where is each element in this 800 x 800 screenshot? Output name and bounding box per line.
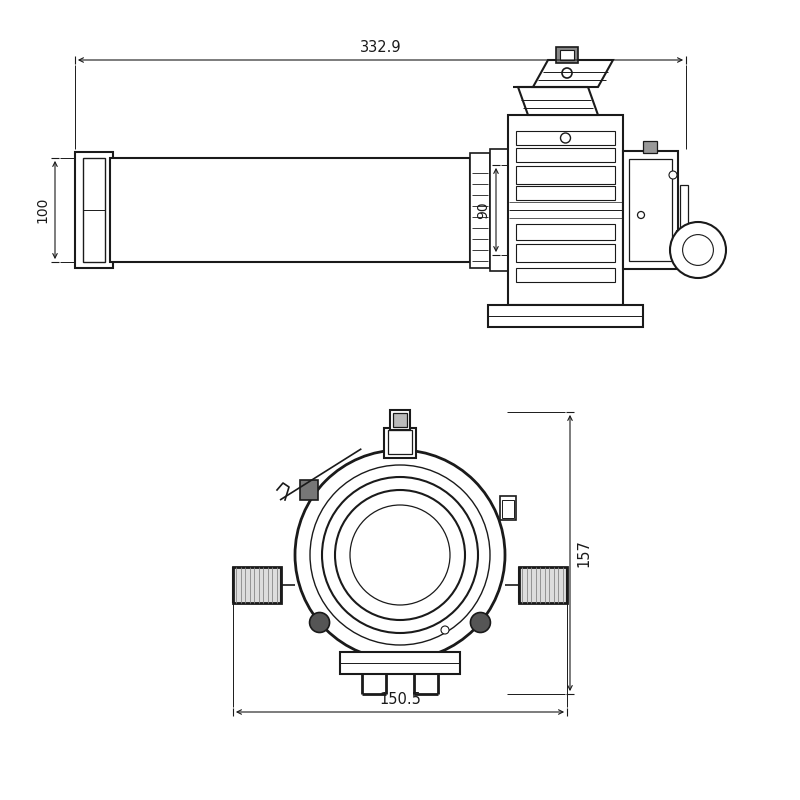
Circle shape: [561, 133, 570, 143]
Circle shape: [441, 626, 449, 634]
Bar: [643, 141, 657, 153]
Bar: [300, 480, 318, 500]
Polygon shape: [533, 60, 613, 87]
Bar: [516, 186, 615, 200]
Text: 150.5: 150.5: [379, 692, 421, 707]
Bar: [516, 131, 615, 145]
Bar: [83, 158, 105, 262]
Circle shape: [350, 505, 450, 605]
Bar: [393, 413, 407, 427]
Circle shape: [669, 171, 677, 179]
Circle shape: [310, 465, 490, 645]
Bar: [75, 152, 113, 268]
Bar: [508, 115, 623, 305]
Bar: [488, 305, 643, 327]
Circle shape: [638, 211, 645, 218]
Bar: [560, 50, 574, 60]
Bar: [516, 148, 615, 162]
Bar: [629, 159, 672, 261]
Bar: [676, 230, 686, 238]
Bar: [384, 428, 416, 458]
Bar: [516, 224, 615, 240]
Polygon shape: [518, 87, 598, 115]
Bar: [388, 430, 412, 454]
Bar: [516, 166, 615, 184]
Circle shape: [470, 613, 490, 633]
Circle shape: [310, 613, 330, 633]
Text: 100: 100: [35, 197, 49, 223]
Bar: [390, 410, 410, 430]
Text: 157: 157: [576, 539, 591, 567]
Circle shape: [322, 477, 478, 633]
Bar: [516, 268, 615, 282]
Bar: [502, 500, 514, 518]
Bar: [519, 567, 567, 603]
Bar: [110, 158, 470, 262]
Text: 90: 90: [476, 201, 490, 219]
Bar: [516, 244, 615, 262]
Bar: [556, 47, 578, 63]
Circle shape: [295, 450, 505, 660]
Bar: [470, 153, 490, 267]
Bar: [500, 496, 516, 520]
Bar: [340, 652, 460, 674]
Circle shape: [682, 234, 714, 266]
Bar: [623, 151, 678, 269]
Text: 332.9: 332.9: [360, 40, 402, 55]
Bar: [680, 185, 688, 250]
Circle shape: [562, 68, 572, 78]
Circle shape: [670, 222, 726, 278]
Bar: [233, 567, 281, 603]
Bar: [490, 149, 508, 271]
Circle shape: [335, 490, 465, 620]
